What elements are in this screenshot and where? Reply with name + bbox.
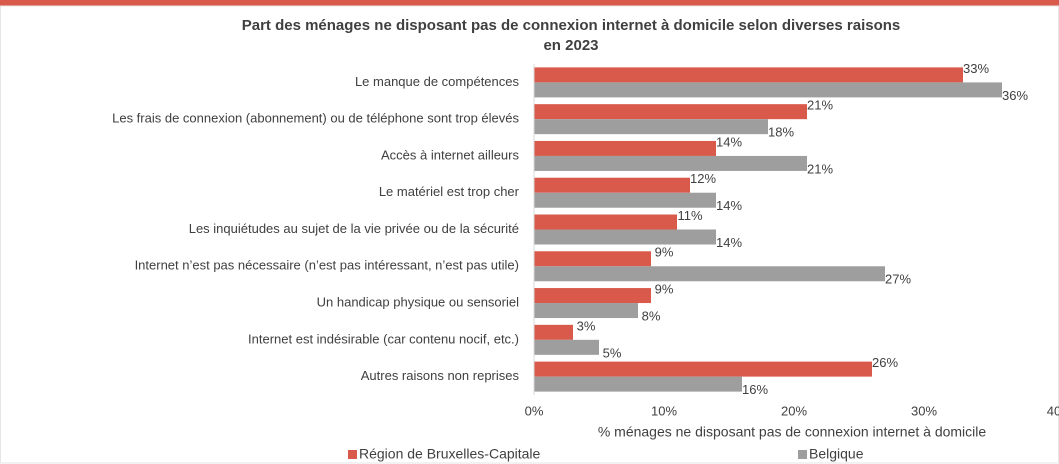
bar	[534, 288, 651, 304]
bar	[534, 155, 807, 171]
legend-swatch	[348, 450, 357, 459]
bar	[534, 214, 677, 230]
value-label: 16%	[742, 382, 768, 397]
y-tick-label: Accès à internet ailleurs	[381, 147, 520, 162]
value-label: 21%	[807, 161, 833, 176]
legend-label: Région de Bruxelles-Capitale	[359, 446, 541, 462]
y-tick-label: Le manque de compétences	[355, 74, 520, 89]
value-label: 12%	[690, 171, 716, 186]
bar	[534, 192, 716, 208]
value-label: 33%	[963, 61, 989, 76]
value-label: 14%	[716, 198, 742, 213]
y-tick-label: Internet n’est pas nécessaire (n’est pas…	[135, 258, 519, 273]
bar	[534, 266, 885, 282]
value-label: 8%	[642, 308, 661, 323]
y-tick-label: Autres raisons non reprises	[361, 368, 520, 383]
y-tick-label: Les inquiétudes au sujet de la vie privé…	[189, 221, 519, 236]
legend-label: Belgique	[809, 446, 864, 462]
bar	[534, 82, 1002, 98]
value-label: 3%	[577, 318, 596, 333]
bar	[534, 177, 690, 193]
x-tick-label: 20%	[781, 403, 807, 418]
bar	[534, 376, 742, 392]
value-label: 9%	[655, 281, 674, 296]
y-tick-label: Un handicap physique ou sensoriel	[317, 294, 519, 309]
y-tick-label: Le matériel est trop cher	[379, 184, 520, 199]
bar	[534, 339, 599, 355]
y-tick-label: Internet est indésirable (car contenu no…	[248, 331, 519, 346]
value-label: 36%	[1002, 88, 1028, 103]
value-label: 27%	[885, 272, 911, 287]
value-label: 11%	[677, 208, 702, 223]
x-tick-label: 10%	[651, 403, 677, 418]
bar	[534, 140, 716, 156]
bar	[534, 67, 963, 83]
value-label: 26%	[872, 355, 898, 370]
x-tick-label: 30%	[911, 403, 937, 418]
x-axis-label: % ménages ne disposant pas de connexion …	[598, 424, 987, 440]
x-tick-label: 0%	[525, 403, 544, 418]
value-label: 5%	[603, 345, 622, 360]
bar	[534, 104, 807, 120]
bar	[534, 119, 768, 135]
bar	[534, 229, 716, 245]
value-label: 18%	[768, 125, 794, 140]
legend-swatch	[798, 450, 807, 459]
bar	[534, 251, 651, 267]
value-label: 14%	[716, 134, 742, 149]
bar	[534, 303, 638, 319]
value-label: 9%	[655, 245, 674, 260]
value-label: 21%	[807, 98, 833, 113]
chart-title: Part des ménages ne disposant pas de con…	[242, 17, 901, 34]
bar	[534, 361, 872, 377]
top-band	[0, 0, 1059, 6]
value-label: 14%	[716, 235, 742, 250]
chart-subtitle: en 2023	[543, 37, 598, 54]
y-tick-label: Les frais de connexion (abonnement) ou d…	[112, 111, 519, 126]
x-tick-label: 40	[1047, 403, 1059, 418]
bar	[534, 324, 573, 340]
